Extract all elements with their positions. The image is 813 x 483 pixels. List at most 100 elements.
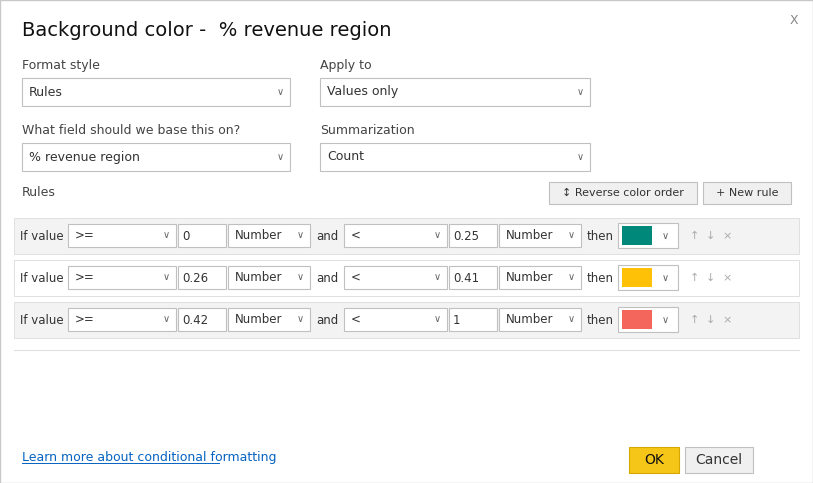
Bar — [228, 266, 310, 289]
Text: Count: Count — [327, 151, 364, 164]
Text: If value: If value — [20, 313, 63, 327]
Text: ∨: ∨ — [568, 272, 575, 283]
Text: ∨: ∨ — [277, 87, 284, 97]
Bar — [703, 182, 791, 204]
Text: % revenue region: % revenue region — [29, 151, 140, 164]
Bar — [622, 310, 652, 329]
Text: 1: 1 — [453, 313, 460, 327]
Text: ↑: ↑ — [690, 231, 699, 241]
Bar — [68, 224, 176, 247]
Text: ↓: ↓ — [706, 315, 715, 325]
Text: >=: >= — [75, 271, 95, 284]
Bar — [499, 224, 581, 247]
Bar — [499, 266, 581, 289]
Bar — [449, 308, 497, 331]
Bar — [618, 265, 678, 290]
Text: Learn more about conditional formatting: Learn more about conditional formatting — [22, 452, 276, 465]
Bar — [22, 143, 290, 171]
Bar — [499, 308, 581, 331]
Text: <: < — [351, 271, 361, 284]
Text: ∨: ∨ — [568, 230, 575, 241]
Text: ×: × — [722, 315, 732, 325]
Text: ∨: ∨ — [297, 230, 304, 241]
Text: 0.42: 0.42 — [182, 313, 208, 327]
Bar — [68, 266, 176, 289]
Text: Format style: Format style — [22, 58, 100, 71]
Text: ∨: ∨ — [577, 87, 584, 97]
Text: ↕ Reverse color order: ↕ Reverse color order — [562, 188, 684, 198]
Bar — [622, 268, 652, 287]
Text: <: < — [351, 313, 361, 326]
Text: Cancel: Cancel — [695, 453, 742, 467]
Text: 0: 0 — [182, 229, 189, 242]
Bar — [549, 182, 697, 204]
Text: Number: Number — [235, 313, 282, 326]
Text: Number: Number — [235, 271, 282, 284]
Bar — [228, 308, 310, 331]
Text: ∨: ∨ — [568, 314, 575, 325]
Text: <: < — [351, 229, 361, 242]
Text: ∨: ∨ — [662, 273, 669, 283]
Text: and: and — [316, 313, 338, 327]
Bar — [14, 302, 799, 338]
Bar — [685, 447, 753, 473]
Text: ∨: ∨ — [434, 314, 441, 325]
Text: and: and — [316, 271, 338, 284]
Text: 0.26: 0.26 — [182, 271, 208, 284]
Text: ↑: ↑ — [690, 315, 699, 325]
Text: If value: If value — [20, 271, 63, 284]
Bar — [449, 266, 497, 289]
Text: 0.25: 0.25 — [453, 229, 479, 242]
Text: ∨: ∨ — [577, 152, 584, 162]
Text: >=: >= — [75, 229, 95, 242]
Bar — [178, 308, 226, 331]
Text: ↓: ↓ — [706, 273, 715, 283]
Text: What field should we base this on?: What field should we base this on? — [22, 124, 241, 137]
Bar — [68, 308, 176, 331]
Text: ×: × — [722, 273, 732, 283]
Text: ∨: ∨ — [163, 314, 170, 325]
Text: ∨: ∨ — [297, 272, 304, 283]
Text: Summarization: Summarization — [320, 124, 415, 137]
Text: then: then — [587, 271, 614, 284]
Text: >=: >= — [75, 313, 95, 326]
Text: ∨: ∨ — [434, 272, 441, 283]
Text: ∨: ∨ — [163, 272, 170, 283]
Bar — [344, 266, 447, 289]
Bar — [178, 266, 226, 289]
Text: 0.41: 0.41 — [453, 271, 479, 284]
Bar — [14, 260, 799, 296]
Text: ∨: ∨ — [277, 152, 284, 162]
Text: and: and — [316, 229, 338, 242]
Text: Number: Number — [506, 271, 554, 284]
Text: OK: OK — [644, 453, 664, 467]
Bar — [629, 447, 679, 473]
Text: ∨: ∨ — [163, 230, 170, 241]
Text: + New rule: + New rule — [715, 188, 778, 198]
Text: ↓: ↓ — [706, 231, 715, 241]
Text: Background color -  % revenue region: Background color - % revenue region — [22, 20, 392, 40]
Text: Number: Number — [506, 229, 554, 242]
Bar — [22, 78, 290, 106]
Bar — [344, 224, 447, 247]
Text: Number: Number — [506, 313, 554, 326]
Text: ×: × — [722, 231, 732, 241]
Text: Apply to: Apply to — [320, 58, 372, 71]
Bar — [622, 226, 652, 245]
Text: Values only: Values only — [327, 85, 398, 99]
Bar — [344, 308, 447, 331]
Bar — [320, 143, 590, 171]
Text: Number: Number — [235, 229, 282, 242]
Text: Rules: Rules — [29, 85, 63, 99]
Text: ∨: ∨ — [297, 314, 304, 325]
Bar — [178, 224, 226, 247]
Bar — [228, 224, 310, 247]
Text: ∨: ∨ — [662, 231, 669, 241]
Text: then: then — [587, 313, 614, 327]
Text: ↑: ↑ — [690, 273, 699, 283]
Bar — [618, 223, 678, 248]
Text: If value: If value — [20, 229, 63, 242]
Text: ∨: ∨ — [434, 230, 441, 241]
Text: X: X — [790, 14, 798, 27]
Bar — [320, 78, 590, 106]
